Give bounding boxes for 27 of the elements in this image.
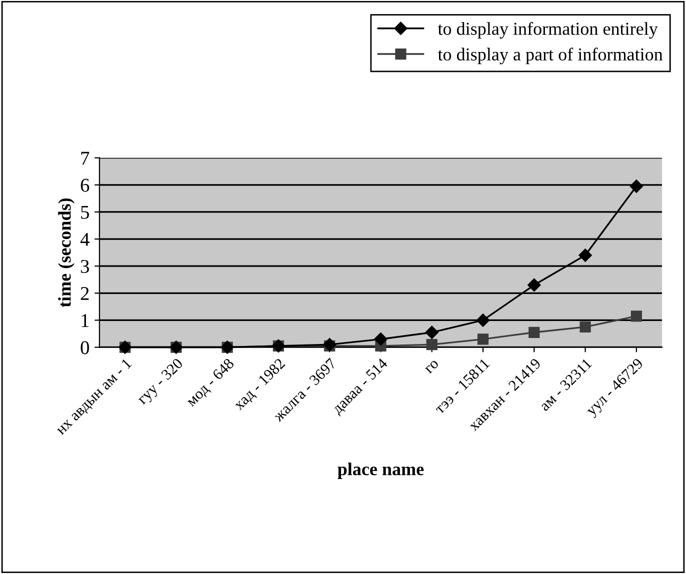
x-tick-label: гуу - 320	[136, 358, 186, 408]
point	[630, 180, 644, 193]
y-axis-title: time (seconds)	[58, 198, 74, 308]
y-tick-label: 5	[81, 206, 89, 219]
point	[426, 339, 438, 350]
y-tick-label: 3	[80, 260, 89, 274]
x-axis-title: place name	[338, 462, 424, 479]
point	[528, 278, 541, 292]
point	[476, 314, 490, 327]
point	[425, 326, 438, 339]
point	[528, 326, 540, 338]
legend-label: to display a part of information	[438, 48, 663, 64]
x-tick-label: го	[424, 360, 440, 374]
y-tick-label: 1	[82, 314, 89, 327]
legend-label: to display information entirely	[438, 22, 658, 39]
y-tick-label: 0	[80, 341, 90, 354]
y-tick-label: 4	[80, 232, 90, 246]
point	[580, 321, 591, 333]
y-tick-label: 7	[81, 152, 90, 165]
y-tick-label: 2	[80, 287, 89, 300]
y-tick-label: 6	[80, 178, 90, 192]
point	[578, 248, 592, 262]
point	[630, 310, 642, 322]
point	[374, 332, 388, 346]
point	[323, 338, 336, 352]
point	[477, 334, 489, 345]
x-tick-label: мод - 648	[185, 358, 236, 409]
